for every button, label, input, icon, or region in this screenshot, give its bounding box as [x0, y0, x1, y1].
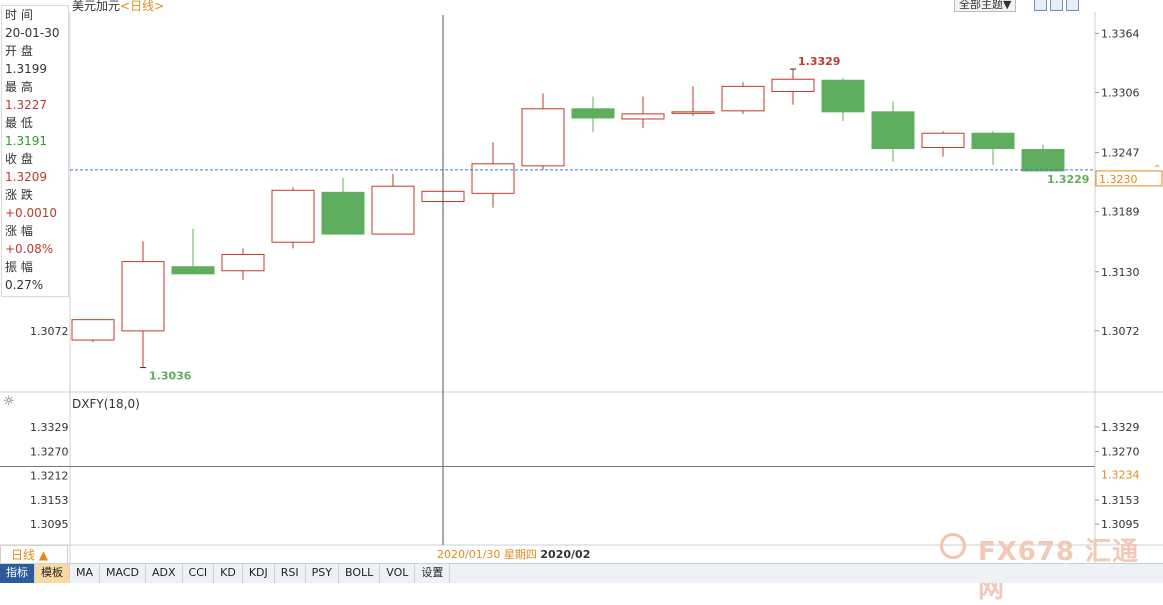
- tab-11[interactable]: VOL: [380, 564, 416, 583]
- close-value: 1.3209: [5, 170, 47, 184]
- open-label: 开 盘: [5, 44, 33, 58]
- change-value: +0.0010: [5, 206, 58, 220]
- candlestick-chart[interactable]: 1.3364 1.3306 1.3247 1.3189 1.3130 1.3072 1.30…: [0, 0, 1163, 584]
- current-price-label: 1.3230: [1099, 173, 1138, 186]
- candle-body-2: [171, 266, 215, 275]
- high-label: 最 高: [5, 80, 33, 94]
- candle-body-0: [71, 319, 115, 341]
- y-tick-right-2: 1.3247: [1101, 147, 1140, 160]
- tab-8[interactable]: RSI: [275, 564, 306, 583]
- chart-title: 美元加元<日线>: [72, 0, 164, 14]
- tab-6[interactable]: KD: [214, 564, 243, 583]
- crosshair-date-bar: 2020/01/30 星期四 2020/02: [437, 546, 590, 562]
- tab-5[interactable]: CCI: [183, 564, 215, 583]
- sub-y-tick-right-1: 1.3270: [1101, 445, 1140, 458]
- y-tick-right-5: 1.3072: [1101, 325, 1140, 338]
- candle-body-8: [471, 163, 515, 194]
- indicator-settings-icon[interactable]: ☼: [3, 394, 15, 409]
- candle-body-9: [521, 108, 565, 167]
- candle-body-6: [371, 185, 415, 235]
- candle-body-17: [921, 132, 965, 148]
- sub-y-tick-right-0: 1.3329: [1101, 421, 1140, 434]
- y-tick-right-0: 1.3364: [1101, 27, 1140, 40]
- last-price-label: 1.3229: [1047, 173, 1089, 186]
- change-label: 涨 跌: [5, 188, 33, 202]
- price-arrow-icon: ⌃: [1153, 164, 1161, 175]
- candle-body-12: [671, 111, 715, 114]
- tab-7[interactable]: KDJ: [243, 564, 275, 583]
- low-label: 最 低: [5, 116, 33, 130]
- sub-y-tick-left-2: 1.3212: [30, 470, 69, 483]
- candle-body-13: [721, 85, 765, 112]
- amp-value: 0.27%: [5, 278, 44, 292]
- low-value: 1.3191: [5, 134, 47, 148]
- sub-y-tick-left-4: 1.3095: [30, 518, 69, 531]
- y-tick-right-3: 1.3189: [1101, 206, 1140, 219]
- time-label: 时 间: [5, 8, 33, 22]
- candle-body-5: [321, 191, 365, 235]
- pct-label: 涨 幅: [5, 224, 33, 238]
- candle-body-14: [771, 78, 815, 92]
- pct-value: +0.08%: [5, 242, 54, 256]
- layout-split-icon[interactable]: [1050, 0, 1063, 11]
- candle-body-18: [971, 132, 1015, 150]
- candle-body-3: [221, 253, 265, 272]
- max-price-label: 1.3329: [798, 55, 840, 68]
- tab-4[interactable]: ADX: [146, 564, 183, 583]
- theme-dropdown-button[interactable]: 全部主题▼: [954, 0, 1017, 12]
- tab-0[interactable]: 指标: [0, 564, 35, 583]
- indicator-current-label: 1.3234: [1101, 468, 1140, 481]
- crosshair-weekday: 星期四: [503, 548, 537, 561]
- watermark-logo-icon: [940, 533, 966, 559]
- candle-body-1: [121, 261, 165, 332]
- indicator-tab-bar: 指标 模板 MA MACD ADX CCI KD KDJ RSI PSY BOLL VOL 设置: [0, 563, 1163, 583]
- open-value: 1.3199: [5, 62, 47, 76]
- candle-body-19: [1021, 149, 1065, 172]
- crosshair-date: 2020/01/30: [437, 548, 501, 561]
- sub-y-tick-left-3: 1.3153: [30, 494, 69, 507]
- month-label: 2020/02: [540, 548, 591, 561]
- symbol-label: 美元加元: [72, 0, 121, 13]
- amp-label: 振 幅: [5, 260, 33, 274]
- layout-grid-icon[interactable]: [1034, 0, 1047, 11]
- sub-y-tick-left-0: 1.3329: [30, 421, 69, 434]
- candle-body-16: [871, 111, 915, 150]
- tab-1[interactable]: 模板: [35, 564, 70, 583]
- period-tag: <日线>: [120, 0, 165, 13]
- tab-12[interactable]: 设置: [415, 564, 451, 583]
- candle-body-10: [571, 108, 615, 119]
- candle-body-4: [271, 189, 315, 243]
- tab-2[interactable]: MA: [70, 564, 101, 583]
- close-label: 收 盘: [5, 152, 33, 166]
- y-tick-right-1: 1.3306: [1101, 86, 1140, 99]
- tab-9[interactable]: PSY: [306, 564, 339, 583]
- candle-body-11: [621, 113, 665, 120]
- layout-export-icon[interactable]: [1066, 0, 1079, 11]
- y-tick-left-0: 1.3072: [30, 325, 69, 338]
- period-selector-button[interactable]: 日线 ▲: [0, 545, 68, 564]
- tab-3[interactable]: MACD: [100, 564, 146, 583]
- sub-y-tick-right-3: 1.3095: [1101, 518, 1140, 531]
- y-tick-right-4: 1.3130: [1101, 266, 1140, 279]
- candle-body-15: [821, 79, 865, 113]
- ohlc-info-panel: 时 间 20-01-30 开 盘 1.3199 最 高 1.3227 最 低 1…: [1, 5, 69, 297]
- indicator-title: DXFY(18,0): [72, 397, 140, 411]
- sub-y-tick-right-2: 1.3153: [1101, 494, 1140, 507]
- sub-y-tick-left-1: 1.3270: [30, 445, 69, 458]
- high-value: 1.3227: [5, 98, 47, 112]
- tab-10[interactable]: BOLL: [339, 564, 381, 583]
- min-price-label: 1.3036: [149, 370, 192, 383]
- time-value: 20-01-30: [5, 26, 60, 40]
- current-price-box: [1095, 170, 1163, 187]
